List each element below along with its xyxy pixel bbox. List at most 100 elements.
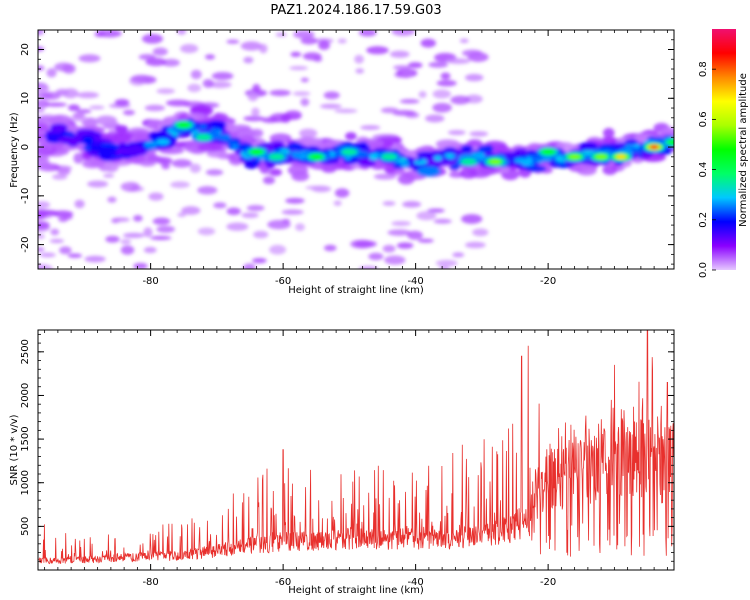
colorbar-tick-label: 0.0 bbox=[698, 262, 709, 278]
x-tick-label: -20 bbox=[540, 276, 556, 287]
colorbar-tick-label: 0.6 bbox=[698, 111, 709, 127]
heatmap-cell bbox=[167, 127, 174, 134]
heatmap-cell bbox=[189, 163, 201, 174]
heatmap-cell bbox=[94, 31, 106, 38]
heatmap-cell bbox=[38, 146, 51, 155]
y-tick-label: 2500 bbox=[20, 339, 31, 364]
heatmap-cell bbox=[67, 253, 83, 258]
heatmap-cell bbox=[205, 169, 224, 176]
heatmap-cell bbox=[114, 125, 129, 133]
heatmap-cell bbox=[177, 212, 187, 217]
heatmap-cell bbox=[269, 168, 283, 177]
heatmap-cell bbox=[73, 152, 84, 164]
heatmap-cell bbox=[145, 143, 157, 150]
heatmap-cell bbox=[382, 201, 396, 206]
heatmap-cell bbox=[418, 90, 427, 99]
heatmap-cell bbox=[147, 131, 167, 141]
heatmap-cell bbox=[123, 232, 145, 239]
heatmap-cell bbox=[464, 73, 484, 82]
spectrogram-panel: -80 -60 -40 -20 -20 -10 0 10 20 Height of strai… bbox=[9, 29, 675, 296]
heatmap-cell bbox=[293, 30, 315, 39]
heatmap-cell bbox=[602, 164, 618, 175]
heatmap-cell bbox=[461, 214, 483, 224]
heatmap-cell bbox=[407, 62, 423, 69]
heatmap-cell bbox=[152, 47, 168, 56]
heatmap-cell bbox=[252, 83, 261, 93]
heatmap-cell bbox=[76, 91, 99, 99]
snr-y-ticks: 500 1000 1500 2000 2500 bbox=[20, 333, 674, 571]
heatmap-cell bbox=[433, 218, 452, 224]
heatmap-cell bbox=[391, 221, 411, 226]
heatmap-cell bbox=[171, 131, 178, 137]
spectrogram-y-axis-label: Frequency (Hz) bbox=[9, 112, 20, 188]
colorbar-tick-label: 0.2 bbox=[698, 212, 709, 228]
heatmap-cell bbox=[449, 164, 460, 171]
heatmap-cell bbox=[354, 54, 364, 64]
heatmap-cell bbox=[114, 99, 130, 106]
heatmap-cell bbox=[170, 181, 190, 189]
heatmap-cell bbox=[197, 186, 218, 195]
heatmap-cell bbox=[38, 65, 45, 71]
y-tick-label: 10 bbox=[20, 92, 31, 105]
heatmap-cell bbox=[62, 213, 73, 220]
heatmap-cell bbox=[95, 115, 118, 126]
heatmap-cell bbox=[243, 115, 265, 122]
heatmap-cell bbox=[123, 109, 135, 116]
heatmap-cell bbox=[285, 197, 305, 204]
heatmap-cell bbox=[88, 158, 109, 167]
heatmap-cell bbox=[43, 133, 64, 139]
heatmap-cell bbox=[38, 264, 53, 269]
heatmap-cell bbox=[292, 91, 311, 96]
snr-axes-frame bbox=[37, 329, 675, 571]
heatmap-cell bbox=[334, 188, 350, 198]
heatmap-cell bbox=[197, 142, 224, 152]
heatmap-cell bbox=[446, 58, 471, 64]
heatmap-cell bbox=[514, 157, 529, 164]
heatmap-cell bbox=[400, 70, 412, 79]
heatmap-cell bbox=[300, 36, 318, 45]
heatmap-cell bbox=[602, 127, 615, 139]
heatmap-cell bbox=[300, 98, 310, 107]
heatmap-cell bbox=[95, 146, 115, 153]
heatmap-cell bbox=[46, 68, 57, 78]
heatmap-cell bbox=[318, 40, 330, 51]
heatmap-hotspot bbox=[667, 139, 674, 146]
heatmap-cell bbox=[396, 242, 414, 249]
heatmap-cell bbox=[208, 81, 232, 89]
heatmap-cell bbox=[38, 247, 45, 252]
y-tick-label: 1500 bbox=[20, 426, 31, 451]
heatmap-cell bbox=[143, 227, 153, 238]
heatmap-cell bbox=[380, 107, 399, 114]
heatmap-cell bbox=[383, 161, 397, 174]
heatmap-cell bbox=[360, 125, 381, 130]
heatmap-marks bbox=[38, 30, 674, 269]
heatmap-cell bbox=[38, 99, 50, 109]
heatmap-cell bbox=[447, 129, 466, 136]
y-tick-label: 1000 bbox=[20, 470, 31, 495]
heatmap-hotspot bbox=[250, 149, 263, 155]
heatmap-cell bbox=[48, 114, 72, 126]
heatmap-cell bbox=[250, 128, 264, 138]
heatmap-cell bbox=[432, 89, 452, 99]
heatmap-cell bbox=[387, 229, 412, 236]
heatmap-hotspot bbox=[595, 154, 607, 160]
heatmap-cell bbox=[464, 241, 486, 249]
heatmap-cell bbox=[38, 234, 46, 239]
heatmap-cell bbox=[143, 155, 162, 163]
heatmap-cell bbox=[38, 164, 50, 169]
heatmap-hotspot bbox=[341, 148, 358, 156]
heatmap-cell bbox=[298, 128, 318, 138]
heatmap-cell bbox=[319, 103, 342, 109]
x-tick-label: -60 bbox=[275, 276, 291, 287]
heatmap-cell bbox=[59, 246, 72, 255]
spectrogram-x-axis-label: Height of straight line (km) bbox=[288, 285, 424, 296]
heatmap-hotspot bbox=[489, 159, 501, 165]
colorbar-label: Normalized spectral amplitude bbox=[738, 73, 749, 227]
heatmap-cell bbox=[202, 78, 214, 88]
heatmap-cell bbox=[392, 110, 417, 116]
heatmap-cell bbox=[41, 91, 61, 100]
heatmap-cell bbox=[210, 127, 219, 135]
heatmap-cell bbox=[150, 235, 172, 241]
heatmap-cell bbox=[78, 54, 101, 63]
heatmap-cell bbox=[641, 152, 652, 159]
